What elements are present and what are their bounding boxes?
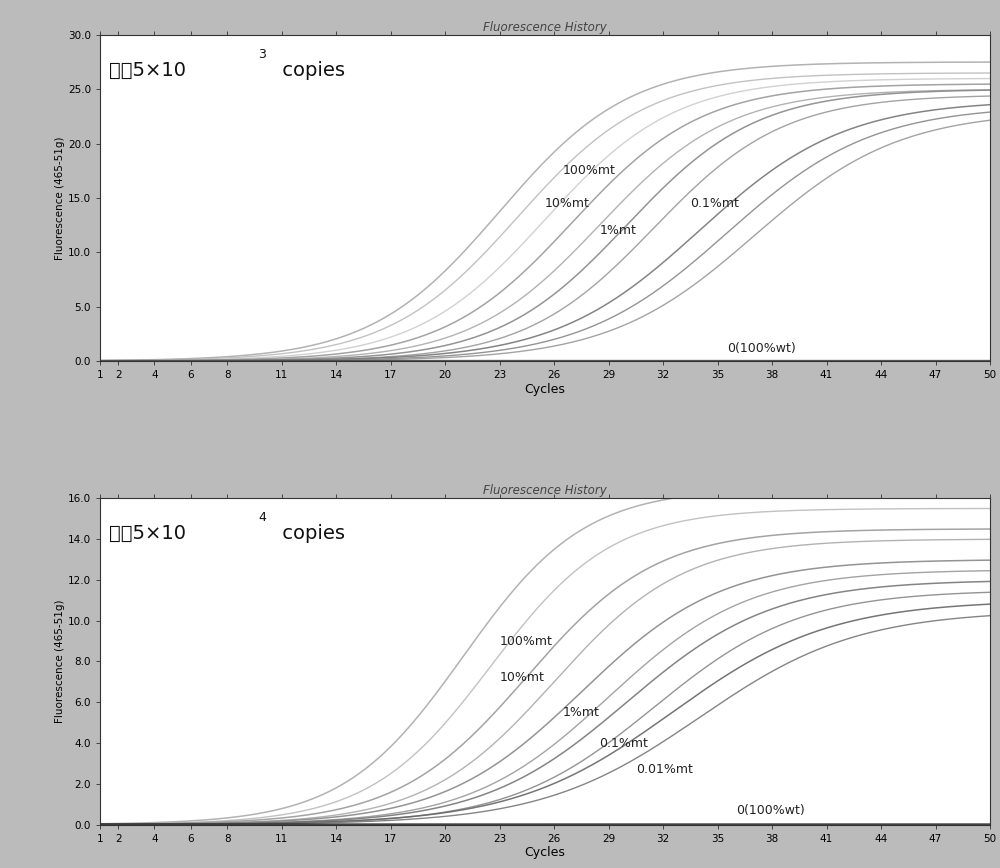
Text: 4: 4 <box>258 511 266 524</box>
Title: Fluorescence History: Fluorescence History <box>483 484 607 497</box>
Text: 10%mt: 10%mt <box>545 197 590 210</box>
Text: 1%mt: 1%mt <box>599 224 636 237</box>
Text: 10%mt: 10%mt <box>500 671 544 684</box>
Text: 3: 3 <box>258 48 266 61</box>
Text: 0(100%wt): 0(100%wt) <box>736 804 804 817</box>
Title: Fluorescence History: Fluorescence History <box>483 21 607 34</box>
Text: 模板5×10: 模板5×10 <box>109 524 186 543</box>
Text: 1%mt: 1%mt <box>563 706 600 719</box>
X-axis label: Cycles: Cycles <box>525 846 565 859</box>
X-axis label: Cycles: Cycles <box>525 383 565 396</box>
Text: 0.1%mt: 0.1%mt <box>690 197 739 210</box>
Text: 100%mt: 100%mt <box>563 164 616 177</box>
Text: 0.01%mt: 0.01%mt <box>636 763 693 776</box>
Text: copies: copies <box>276 524 345 543</box>
Y-axis label: Fluorescence (465-51g): Fluorescence (465-51g) <box>55 136 65 260</box>
Y-axis label: Fluorescence (465-51g): Fluorescence (465-51g) <box>55 600 65 723</box>
Text: 0(100%wt): 0(100%wt) <box>727 342 795 354</box>
Text: 模板5×10: 模板5×10 <box>109 61 186 80</box>
Text: 100%mt: 100%mt <box>500 635 552 648</box>
Text: copies: copies <box>276 61 345 80</box>
Text: 0.1%mt: 0.1%mt <box>599 737 648 749</box>
